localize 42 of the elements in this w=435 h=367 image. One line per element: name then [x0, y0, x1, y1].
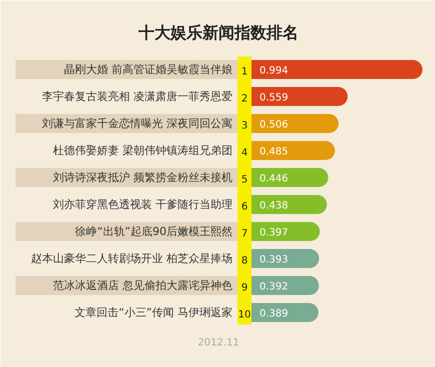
bar — [252, 168, 328, 187]
y-tick-label: 刘谦与富家千金恋情曝光 深夜同回公寓 — [42, 117, 233, 130]
y-tick-label: 李宇春复古装亮相 凌潇肃唐一菲秀恩爱 — [42, 90, 233, 103]
text: 3 — [241, 120, 248, 132]
data-label: 0.485 — [260, 146, 288, 158]
data-label: 0.397 — [260, 228, 288, 238]
bar — [252, 87, 348, 106]
bar — [252, 141, 335, 160]
data-label: 0.389 — [260, 308, 288, 320]
data-label: 0.994 — [260, 66, 288, 76]
text: 2012.11 — [198, 338, 240, 348]
text: 6 — [241, 202, 248, 212]
bar — [252, 114, 339, 133]
data-label: 0.506 — [260, 120, 288, 130]
bar — [252, 249, 320, 268]
text: 4 — [241, 148, 248, 158]
data-label: 0.392 — [260, 282, 288, 292]
text: 8 — [241, 256, 248, 266]
text: 10 — [238, 310, 251, 320]
data-label: 0.393 — [260, 254, 288, 266]
text: 5 — [241, 174, 248, 186]
y-tick-label: 晶刚大婚 前高管证婚吴敏霞当伴娘 — [64, 63, 233, 76]
bar — [252, 303, 318, 322]
text: 2 — [241, 94, 248, 104]
y-tick-label: 赵本山豪华二人转剧场开业 柏芝众星捧场 — [31, 252, 233, 265]
data-label: 0.438 — [260, 200, 288, 212]
bar — [252, 195, 327, 214]
text: 9 — [241, 282, 248, 294]
text: 1 — [241, 66, 248, 78]
data-label: 0.446 — [260, 174, 288, 184]
text: 7 — [241, 228, 248, 240]
y-tick-label: 文章回击“小三”传闻 马伊琍返家 — [74, 306, 233, 319]
y-tick-label: 徐峥“出轨”起底90后嫩模王熙然 — [75, 225, 233, 238]
chart-title: 十大娱乐新闻指数排名 — [138, 23, 298, 42]
y-tick-label: 范冰冰返酒店 忽见偷拍大露诧异神色 — [53, 279, 233, 292]
y-tick-label: 刘诗诗深夜抵沪 频繁捞金粉丝未接机 — [53, 171, 233, 184]
bar — [252, 222, 320, 241]
y-tick-label: 杜德伟娶娇妻 梁朝伟钟镇涛组兄弟团 — [53, 144, 233, 157]
data-label: 0.559 — [260, 92, 288, 104]
bar — [252, 276, 319, 295]
bar — [252, 60, 422, 79]
y-tick-label: 刘亦菲穿黑色透视装 干爹随行当助理 — [53, 198, 233, 211]
